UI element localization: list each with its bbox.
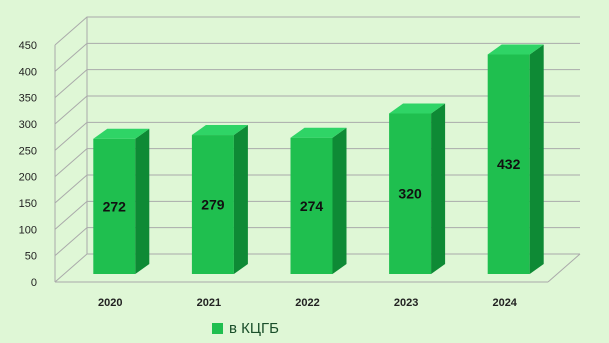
y-tick-label: 150 — [19, 198, 37, 210]
bar-top — [191, 125, 248, 136]
y-tick-label: 300 — [19, 119, 37, 131]
bar — [487, 54, 530, 275]
legend-swatch — [212, 323, 223, 334]
bars — [93, 44, 544, 275]
bar-side — [233, 125, 248, 274]
x-tick-label: 2024 — [492, 297, 517, 309]
bar-top — [487, 44, 544, 55]
x-tick-label: 2022 — [295, 297, 319, 309]
bar-side — [529, 44, 544, 275]
y-tick-label: 50 — [25, 251, 37, 263]
y-tick-label: 0 — [31, 277, 37, 289]
bar-side — [431, 103, 446, 274]
data-label: 279 — [201, 197, 225, 213]
bar-top — [93, 128, 150, 139]
bar-top — [290, 127, 347, 138]
legend-label: в КЦГБ — [229, 320, 279, 337]
x-axis-labels: 2020 2021 2022 2023 2024 — [98, 297, 518, 309]
bar — [191, 135, 234, 274]
floor-edge — [547, 253, 581, 283]
bar-side — [135, 128, 150, 274]
data-label: 272 — [103, 198, 127, 214]
x-tick-label: 2021 — [197, 297, 221, 309]
y-tick-label: 250 — [19, 145, 37, 157]
grid-line — [54, 16, 580, 46]
y-axis-ticks: 0 50 100 150 200 250 300 350 400 450 — [19, 40, 37, 289]
bar-side — [332, 127, 347, 275]
y-tick-label: 350 — [19, 93, 37, 105]
data-label: 432 — [497, 156, 521, 172]
y-tick-label: 450 — [19, 40, 37, 52]
y-tick-label: 400 — [19, 66, 37, 78]
grid-lines — [54, 16, 581, 283]
bar — [389, 113, 432, 274]
data-labels: 272 279 274 320 432 — [103, 156, 521, 214]
data-label: 320 — [398, 186, 422, 202]
x-tick-label: 2023 — [394, 297, 418, 309]
x-tick-label: 2020 — [98, 297, 122, 309]
bar — [93, 138, 136, 274]
bar-top — [389, 103, 446, 114]
legend: в КЦГБ — [212, 320, 279, 337]
bar — [290, 137, 333, 274]
y-tick-label: 200 — [19, 172, 37, 184]
data-label: 274 — [300, 198, 324, 214]
y-tick-label: 100 — [19, 224, 37, 236]
